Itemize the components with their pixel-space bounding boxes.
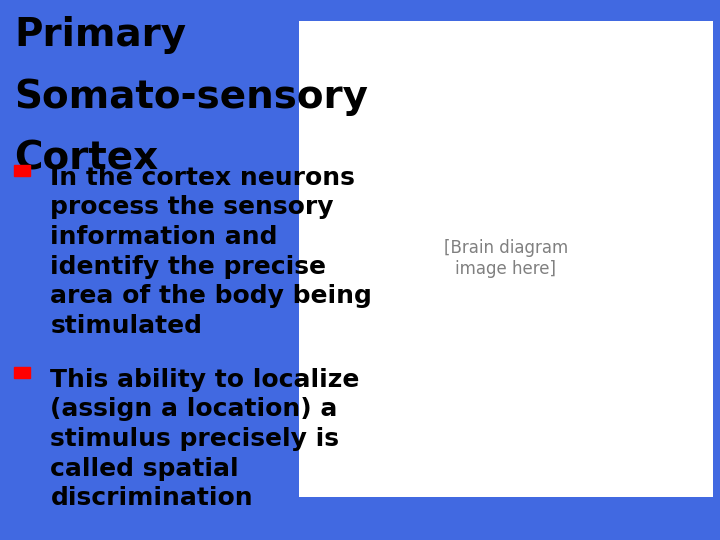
Bar xyxy=(14,367,30,378)
Text: Cortex: Cortex xyxy=(14,140,158,178)
Bar xyxy=(14,165,30,176)
Text: In the cortex neurons
process the sensory
information and
identify the precise
a: In the cortex neurons process the sensor… xyxy=(50,166,372,338)
FancyBboxPatch shape xyxy=(299,21,713,497)
Text: Somato-sensory: Somato-sensory xyxy=(14,78,369,116)
Text: Primary: Primary xyxy=(14,16,186,53)
Text: This ability to localize
(assign a location) a
stimulus precisely is
called spat: This ability to localize (assign a locat… xyxy=(50,368,360,510)
Text: [Brain diagram
image here]: [Brain diagram image here] xyxy=(444,240,568,278)
